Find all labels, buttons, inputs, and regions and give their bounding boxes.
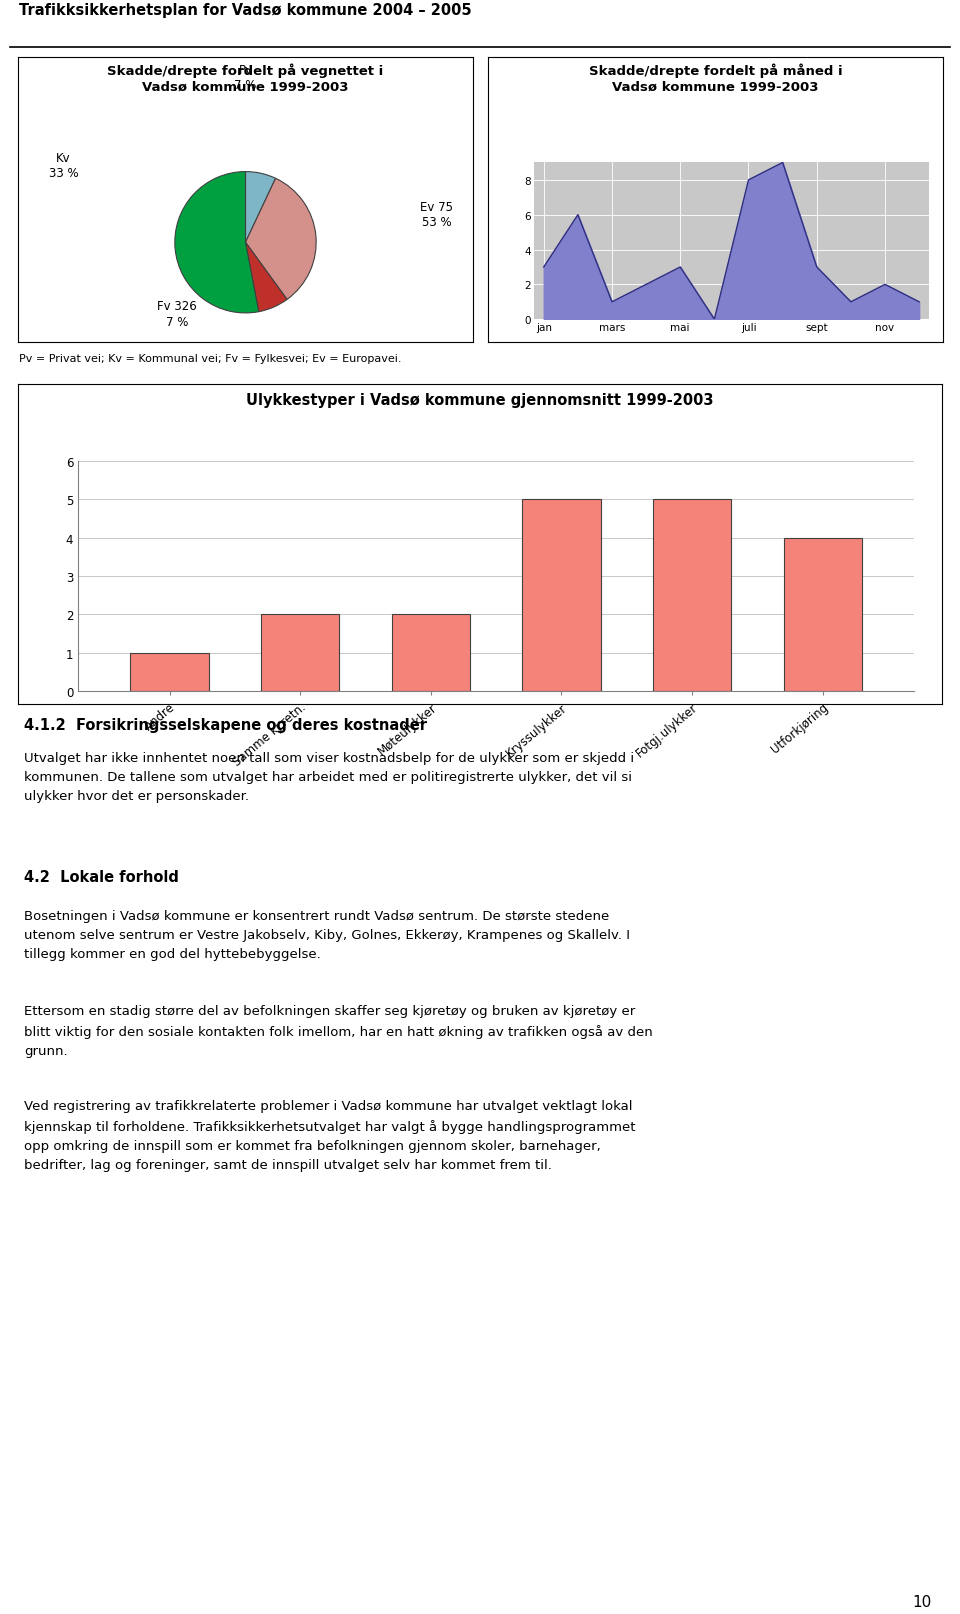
Text: Ved registrering av trafikkrelaterte problemer i Vadsø kommune har utvalget vekt: Ved registrering av trafikkrelaterte pro… xyxy=(24,1099,636,1170)
Text: Fv 326
7 %: Fv 326 7 % xyxy=(157,300,197,328)
Text: 4.1.2  Forsikringsselskapene og deres kostnader: 4.1.2 Forsikringsselskapene og deres kos… xyxy=(24,718,427,733)
Text: Trafikksikkerhetsplan for Vadsø kommune 2004 – 2005: Trafikksikkerhetsplan for Vadsø kommune … xyxy=(19,3,471,18)
Text: Pv
7 %: Pv 7 % xyxy=(234,65,256,92)
Text: 4.2  Lokale forhold: 4.2 Lokale forhold xyxy=(24,870,179,884)
Text: Ev 75
53 %: Ev 75 53 % xyxy=(420,200,453,229)
Text: Ulykkestyper i Vadsø kommune gjennomsnitt 1999-2003: Ulykkestyper i Vadsø kommune gjennomsnit… xyxy=(247,392,713,408)
Bar xyxy=(522,500,601,692)
Wedge shape xyxy=(246,179,316,300)
Bar xyxy=(392,615,470,692)
Text: Kv
33 %: Kv 33 % xyxy=(49,152,79,181)
Text: Skadde/drepte fordelt på vegnettet i
Vadsø kommune 1999-2003: Skadde/drepte fordelt på vegnettet i Vad… xyxy=(108,63,384,94)
Text: Ettersom en stadig større del av befolkningen skaffer seg kjøretøy og bruken av : Ettersom en stadig større del av befolkn… xyxy=(24,1004,653,1057)
Bar xyxy=(131,654,208,692)
Wedge shape xyxy=(246,173,276,244)
Text: 10: 10 xyxy=(912,1595,931,1609)
Bar xyxy=(653,500,732,692)
Text: Skadde/drepte fordelt på måned i
Vadsø kommune 1999-2003: Skadde/drepte fordelt på måned i Vadsø k… xyxy=(588,63,842,94)
Text: Bosetningen i Vadsø kommune er konsentrert rundt Vadsø sentrum. De største stede: Bosetningen i Vadsø kommune er konsentre… xyxy=(24,909,630,960)
Wedge shape xyxy=(246,244,287,313)
Wedge shape xyxy=(175,173,259,313)
Text: Pv = Privat vei; Kv = Kommunal vei; Fv = Fylkesvei; Ev = Europavei.: Pv = Privat vei; Kv = Kommunal vei; Fv =… xyxy=(19,353,401,363)
Bar xyxy=(261,615,340,692)
Bar xyxy=(783,537,862,692)
Text: Utvalget har ikke innhentet noen tall som viser kostnadsbelp for de ulykker som : Utvalget har ikke innhentet noen tall so… xyxy=(24,752,635,802)
